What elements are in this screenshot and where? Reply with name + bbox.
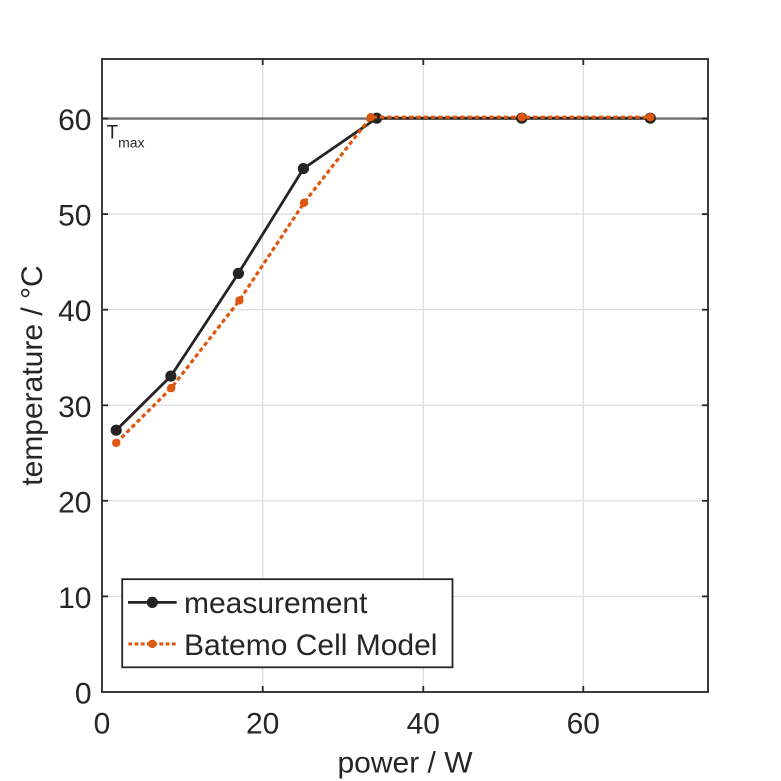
svg-text:10: 10 <box>58 582 91 615</box>
svg-text:20: 20 <box>246 708 279 741</box>
svg-text:0: 0 <box>94 708 111 741</box>
svg-text:20: 20 <box>58 486 91 519</box>
svg-text:60: 60 <box>567 708 600 741</box>
svg-text:30: 30 <box>58 391 91 424</box>
svg-text:0: 0 <box>75 678 92 711</box>
svg-text:50: 50 <box>58 200 91 233</box>
svg-text:40: 40 <box>407 708 440 741</box>
svg-text:Batemo Cell Model: Batemo Cell Model <box>184 629 437 662</box>
svg-text:power / W: power / W <box>337 747 473 780</box>
svg-text:60: 60 <box>58 104 91 137</box>
svg-text:temperature / °C: temperature / °C <box>16 265 49 485</box>
svg-text:40: 40 <box>58 295 91 328</box>
svg-text:measurement: measurement <box>184 587 368 620</box>
